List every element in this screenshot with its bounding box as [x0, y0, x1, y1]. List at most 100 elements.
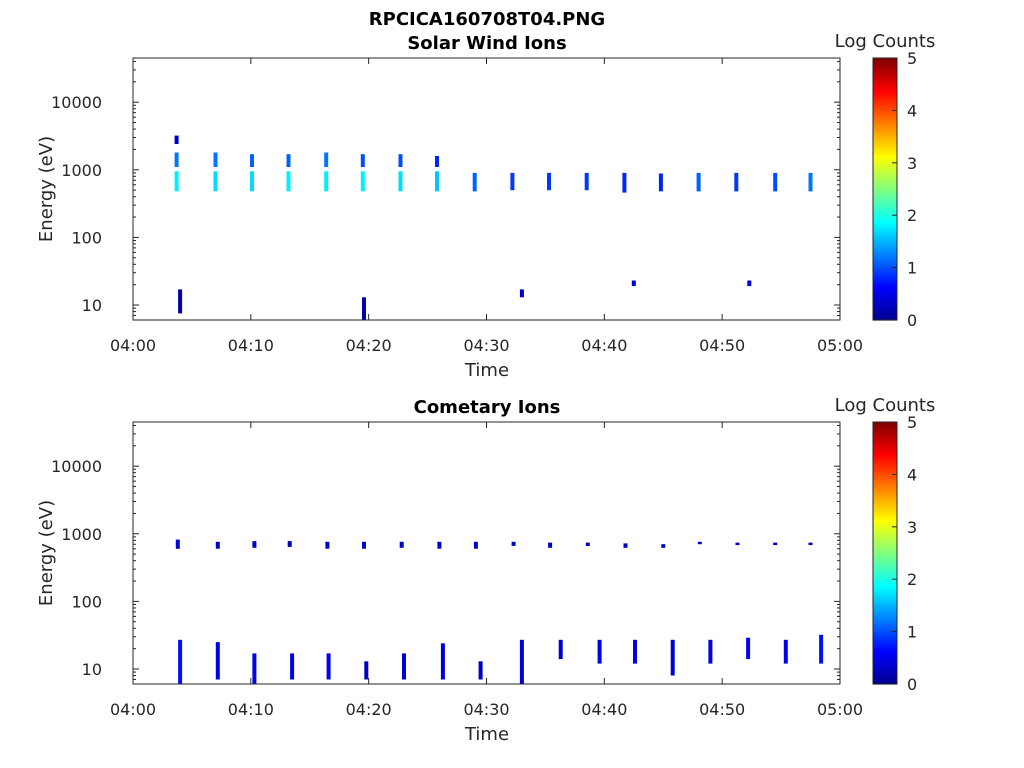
colorbar-segment: [873, 306, 897, 311]
plot-frame: [132, 421, 841, 685]
spectrogram-cell: [548, 542, 553, 548]
colorbar-segment: [873, 665, 897, 669]
colorbar-segment: [873, 676, 897, 680]
spectrogram-cell: [584, 172, 589, 191]
colorbar-segment: [873, 597, 897, 601]
colorbar-segment: [873, 628, 897, 633]
colorbar-segment: [873, 621, 897, 625]
colorbar-segment: [873, 613, 897, 617]
colorbar-segment: [873, 479, 897, 483]
colorbar-segment: [873, 516, 897, 520]
spectrogram-cell: [478, 661, 483, 680]
colorbar-segment: [873, 120, 897, 125]
y-tick-label: 100: [71, 228, 102, 247]
spectrogram-cell: [324, 171, 329, 192]
colorbar-segment: [873, 301, 897, 305]
colorbar-segment: [873, 168, 897, 172]
colorbar-segment: [873, 636, 897, 641]
colorbar-segment: [873, 291, 897, 295]
spectrogram-cell: [585, 542, 590, 546]
colorbar-segment: [873, 547, 897, 551]
colorbar-segment: [873, 126, 897, 130]
spectrogram-cell: [773, 542, 778, 546]
x-axis-label: Time: [464, 724, 509, 745]
colorbar-tick-label: 4: [907, 101, 917, 120]
colorbar-segment: [873, 257, 897, 261]
colorbar-segment: [873, 288, 897, 292]
colorbar-segment: [873, 584, 897, 588]
colorbar-segment: [873, 170, 897, 174]
colorbar-segment: [873, 312, 897, 316]
colorbar-segment: [873, 655, 897, 659]
colorbar-segment: [873, 110, 897, 114]
spectrogram-cell: [511, 541, 516, 546]
colorbar-segment: [873, 207, 897, 211]
spectrogram-cell: [437, 541, 442, 549]
colorbar-segment: [873, 212, 897, 216]
colorbar-segment: [873, 249, 897, 253]
colorbar-segment: [873, 652, 897, 656]
colorbar-segment: [873, 529, 897, 533]
spectrogram-cell: [472, 172, 477, 192]
spectrogram-cell: [398, 171, 403, 192]
colorbar-segment: [873, 283, 897, 287]
colorbar-segment: [873, 477, 897, 481]
x-tick-label: 04:50: [699, 700, 745, 719]
colorbar-segment: [873, 461, 897, 465]
x-axis-label: Time: [464, 360, 509, 381]
spectrogram-cell: [362, 297, 366, 320]
x-tick-label: 04:40: [581, 336, 627, 355]
spectrogram-cell: [286, 171, 291, 192]
colorbar-segment: [873, 267, 897, 271]
spectrogram-cell: [696, 172, 701, 192]
colorbar-tick-label: 2: [907, 570, 917, 589]
colorbar-segment: [873, 623, 897, 627]
colorbar-segment: [873, 133, 897, 138]
colorbar-segment: [873, 196, 897, 201]
colorbar-segment: [873, 482, 897, 486]
colorbar-segment: [873, 233, 897, 237]
colorbar-segment: [873, 573, 897, 578]
colorbar-segment: [873, 508, 897, 512]
colorbar-segment: [873, 670, 897, 675]
colorbar-segment: [873, 278, 897, 282]
colorbar-segment: [873, 78, 897, 83]
colorbar-segment: [873, 194, 897, 198]
colorbar-segment: [873, 594, 897, 599]
colorbar-segment: [873, 524, 897, 528]
colorbar-segment: [873, 558, 897, 562]
cometary-ions-colorbar: 0 1 2 3 4 5: [872, 413, 917, 694]
colorbar-segment: [873, 487, 897, 491]
spectrogram-cell: [174, 171, 179, 192]
spectrogram-cell: [623, 543, 628, 548]
colorbar-segment: [873, 526, 897, 531]
cometary-ions-panel: Cometary Ions 04:00 04:10 04:20 04:30 04:40 0…: [36, 395, 935, 745]
colorbar-segment: [873, 442, 897, 447]
colorbar-segment: [873, 175, 897, 180]
colorbar-segment: [873, 157, 897, 161]
colorbar-segment: [873, 191, 897, 195]
colorbar-segment: [873, 490, 897, 494]
colorbar-segment: [873, 254, 897, 258]
colorbar-segment: [873, 71, 897, 75]
colorbar-segment: [873, 550, 897, 554]
colorbar-segment: [873, 537, 897, 541]
colorbar-tick-label: 0: [907, 675, 917, 694]
spectrogram-cell: [250, 154, 254, 167]
x-tick-label: 05:00: [817, 700, 863, 719]
colorbar-segment: [873, 149, 897, 153]
colorbar-segment: [873, 275, 897, 279]
colorbar-segment: [873, 644, 897, 648]
colorbar-segment: [873, 571, 897, 575]
colorbar-segment: [873, 128, 897, 132]
spectrogram-cell: [215, 642, 220, 680]
spectrogram-cell: [547, 172, 551, 191]
colorbar-segment: [873, 608, 897, 612]
colorbar-tick-label: 0: [907, 311, 917, 330]
colorbar-segment: [873, 272, 897, 277]
spectrogram-cell: [708, 639, 713, 664]
x-tick-label: 04:50: [699, 336, 745, 355]
colorbar-segment: [873, 542, 897, 546]
colorbar-segment: [873, 563, 897, 567]
colorbar-segment: [873, 471, 897, 475]
